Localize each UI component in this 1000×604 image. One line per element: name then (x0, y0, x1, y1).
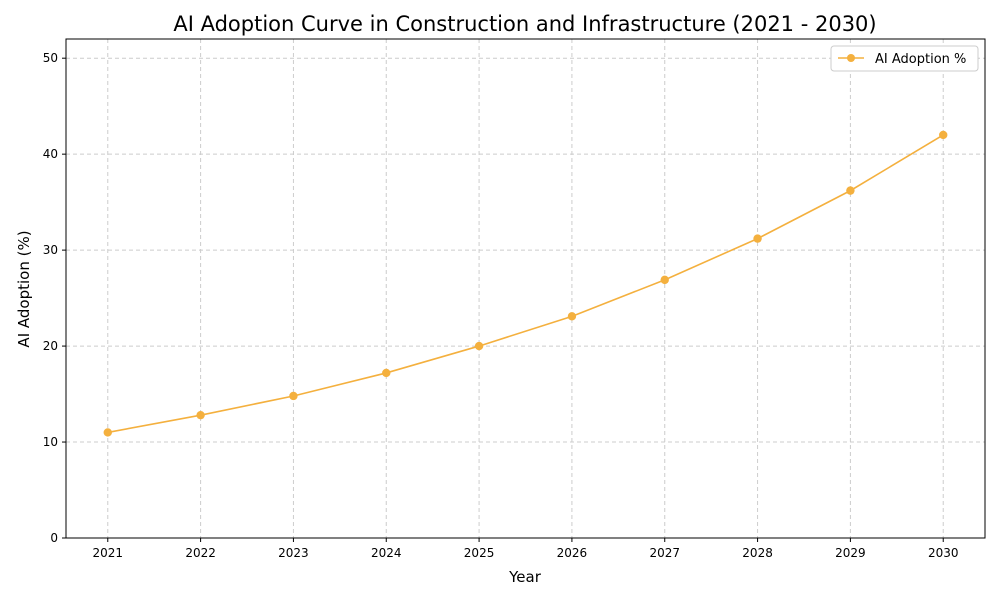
y-tick-label: 30 (43, 243, 58, 257)
x-tick-label: 2022 (185, 546, 216, 560)
x-axis-label: Year (508, 568, 542, 586)
y-tick-label: 50 (43, 51, 58, 65)
x-tick-label: 2027 (649, 546, 680, 560)
data-point (753, 234, 762, 243)
y-tick-label: 20 (43, 339, 58, 353)
y-tick-label: 40 (43, 147, 58, 161)
y-axis-label: AI Adoption (%) (15, 230, 33, 347)
y-tick-label: 10 (43, 435, 58, 449)
x-tick-label: 2026 (557, 546, 588, 560)
legend-marker (847, 54, 855, 62)
x-tick-label: 2030 (928, 546, 959, 560)
data-point (196, 410, 205, 420)
legend-label: AI Adoption % (875, 52, 966, 67)
data-point (382, 368, 391, 378)
data-point (660, 275, 669, 285)
data-point (474, 341, 484, 351)
legend-box (830, 45, 979, 72)
x-tick-label: 2024 (371, 546, 402, 560)
legend: AI Adoption % (830, 45, 979, 72)
plot-frame (65, 38, 986, 539)
x-tick-label: 2023 (278, 546, 309, 560)
chart-title: AI Adoption Curve in Construction and In… (173, 12, 876, 36)
data-point (939, 130, 948, 140)
data-point (289, 391, 298, 401)
y-tick-label: 0 (50, 531, 58, 545)
data-point (846, 186, 855, 195)
series-line (107, 134, 944, 434)
data-point (567, 312, 577, 321)
x-tick-label: 2028 (742, 546, 773, 560)
x-tick-label: 2029 (835, 546, 866, 560)
data-point (103, 428, 112, 437)
x-tick-label: 2021 (92, 546, 123, 560)
x-tick-label: 2025 (464, 546, 495, 560)
